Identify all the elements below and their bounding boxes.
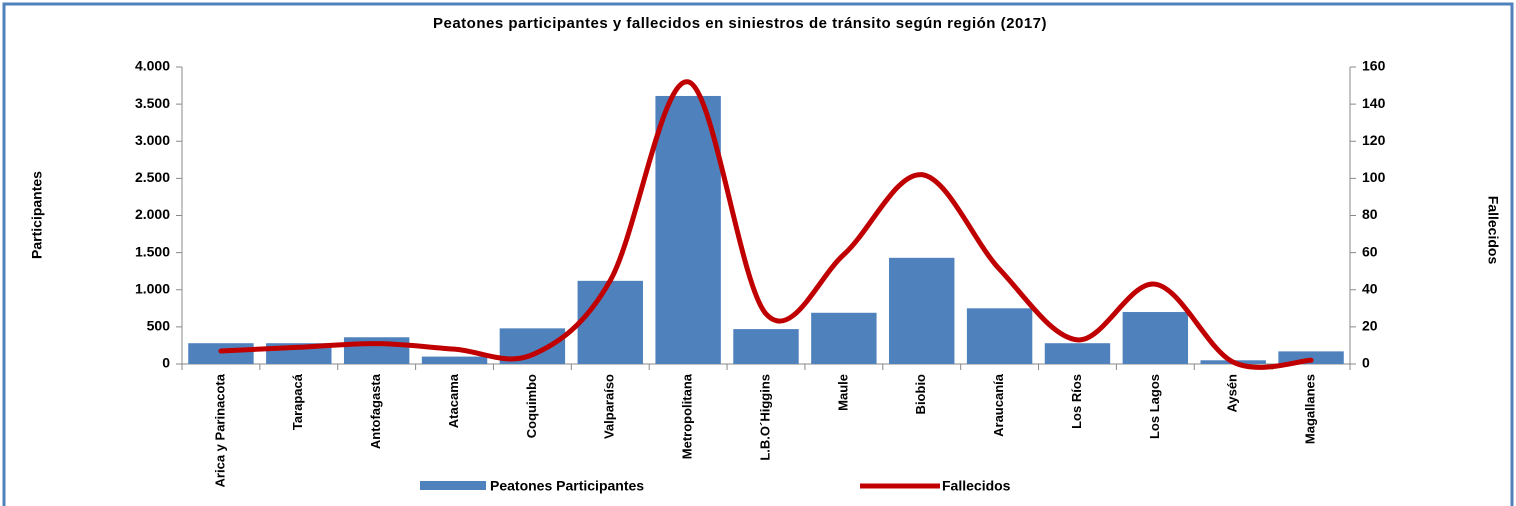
bar [889, 257, 955, 364]
x-tick-label: Magallanes [1303, 374, 1318, 444]
x-tick-label: Los Ríos [1069, 374, 1084, 429]
bar [421, 356, 488, 364]
y-tick-label: 3.000 [135, 132, 170, 148]
y2-tick-label: 140 [1362, 95, 1386, 111]
x-tick-label: Los Lagos [1147, 374, 1162, 439]
x-tick-label: Atacama [446, 373, 461, 428]
legend-label: Peatones Participantes [490, 478, 644, 494]
x-tick-label: Aysén [1225, 374, 1240, 413]
y-tick-label: 2.500 [135, 169, 170, 185]
x-tick-label: Coquimbo [524, 374, 539, 438]
y2-tick-label: 0 [1362, 355, 1370, 371]
x-tick-label: Biobio [913, 374, 928, 414]
bar [577, 280, 643, 364]
x-tick-label: Metropolitana [680, 373, 695, 459]
bar [733, 329, 799, 364]
y2-tick-label: 40 [1362, 280, 1378, 296]
bar [966, 308, 1033, 364]
x-tick-label: Tarapacá [290, 373, 305, 430]
y-axis-label: Participantes [29, 171, 45, 259]
y2-tick-label: 120 [1362, 132, 1386, 148]
x-tick-label: Maule [835, 374, 850, 411]
x-tick-label: Araucanía [991, 373, 1006, 437]
y-tick-label: 1.000 [135, 280, 170, 296]
y-tick-label: 1.500 [135, 243, 170, 259]
legend-label: Fallecidos [942, 478, 1011, 494]
y-tick-label: 0 [162, 355, 170, 371]
x-tick-label: Arica y Parinacota [212, 373, 227, 487]
y2-tick-label: 80 [1362, 206, 1378, 222]
bar [1044, 343, 1111, 364]
y2-tick-label: 60 [1362, 243, 1378, 259]
y2-tick-label: 160 [1362, 58, 1386, 74]
y2-tick-label: 20 [1362, 318, 1378, 334]
y2-tick-label: 100 [1362, 169, 1386, 185]
y-tick-label: 4.000 [135, 58, 170, 74]
x-tick-label: Valparaíso [602, 374, 617, 439]
chart-title: Peatones participantes y fallecidos en s… [433, 15, 1047, 32]
bar [188, 343, 254, 364]
legend-swatch [420, 481, 486, 490]
bar [655, 95, 721, 365]
line [218, 79, 1314, 370]
bar [1122, 312, 1189, 364]
y-tick-label: 3.500 [135, 95, 170, 111]
x-tick-label: Antofagasta [368, 373, 383, 449]
y-tick-label: 500 [147, 318, 171, 334]
y2-axis-label: Fallecidos [1485, 196, 1501, 265]
bar [811, 312, 877, 364]
x-tick-label: L.B.O´Higgins [757, 374, 772, 461]
y-tick-label: 2.000 [135, 206, 170, 222]
